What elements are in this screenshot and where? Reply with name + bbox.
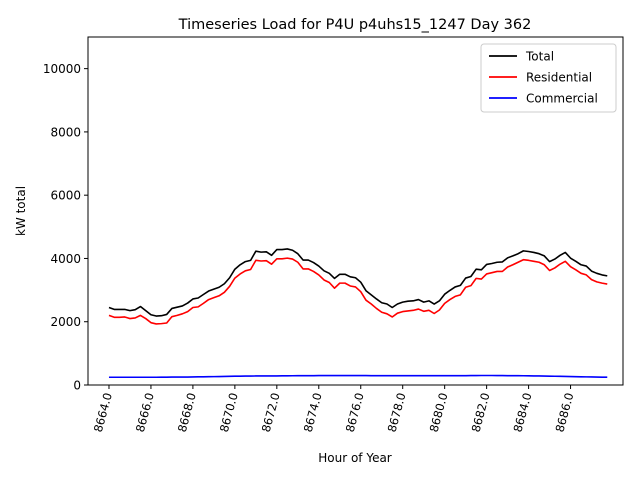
x-tick-label: 8682.0 <box>469 391 493 434</box>
x-tick-label: 8684.0 <box>511 391 535 434</box>
y-tick-label: 0 <box>73 379 81 393</box>
y-tick-label: 10000 <box>43 62 81 76</box>
series-line-total <box>108 248 608 317</box>
legend-label: Total <box>525 50 554 64</box>
chart-title: Timeseries Load for P4U p4uhs15_1247 Day… <box>178 17 532 33</box>
x-tick-label: 8670.0 <box>217 391 241 434</box>
x-tick-label: 8678.0 <box>385 391 409 434</box>
y-axis: 0 2000 4000 6000 8000 10000 <box>43 62 88 393</box>
series-lines <box>108 248 608 379</box>
x-axis: 8664.0 8666.0 8668.0 8670.0 8672.0 8674.0 8676… <box>91 385 577 434</box>
x-tick-label: 8680.0 <box>427 391 451 434</box>
x-tick-label: 8686.0 <box>553 391 577 434</box>
x-axis-label: Hour of Year <box>318 451 392 465</box>
legend-label: Residential <box>526 71 592 85</box>
y-axis-label: kW total <box>14 186 28 236</box>
plot-frame <box>87 36 624 386</box>
y-tick-label: 4000 <box>50 252 81 266</box>
x-tick-label: 8666.0 <box>133 391 157 434</box>
series-line-residential <box>108 257 608 325</box>
y-tick-label: 6000 <box>50 189 81 203</box>
series-line-commercial <box>108 374 608 379</box>
legend-label: Commercial <box>526 92 598 106</box>
legend-box <box>480 43 617 113</box>
y-tick-label: 2000 <box>50 315 81 329</box>
y-tick-label: 8000 <box>50 125 81 139</box>
legend: Total Residential Commercial <box>480 43 617 113</box>
x-tick-label: 8672.0 <box>259 391 283 434</box>
x-tick-label: 8676.0 <box>343 391 367 434</box>
x-tick-label: 8668.0 <box>175 391 199 434</box>
x-tick-label: 8664.0 <box>91 391 115 434</box>
x-tick-label: 8674.0 <box>301 391 325 434</box>
